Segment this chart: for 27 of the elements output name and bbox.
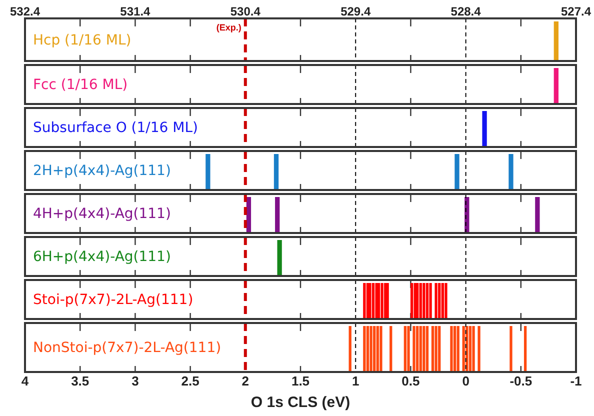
- x-tick-label: 3.5: [71, 373, 90, 388]
- x-tick-label: 531.4: [120, 4, 151, 19]
- ref-line-label: (Exp.): [216, 22, 242, 32]
- text: Subsurface O (1/16 ML): [33, 120, 198, 136]
- text: NonStoi-p(7x7)-2L-Ag(111): [33, 340, 222, 356]
- x-tick-label: 0.5: [402, 373, 420, 388]
- x-axis-title: O 1s CLS (eV): [250, 394, 350, 412]
- text: Fcc (1/16 ML): [33, 77, 128, 94]
- text: 6H+p(4x4)-Ag(111): [33, 249, 171, 266]
- x-tick-label: -0.5: [510, 373, 532, 388]
- x-tick-label: 532.4: [10, 4, 40, 19]
- x-tick-label: 530.4: [230, 4, 261, 19]
- x-tick-label: 3: [132, 373, 139, 388]
- text: Hcp (1/16 ML): [33, 32, 132, 48]
- x-tick-label: 0: [462, 373, 470, 388]
- x-tick-label: 527.4: [560, 4, 592, 19]
- text: Stoi-p(7x7)-2L-Ag(111): [33, 292, 194, 308]
- x-tick-label: 1.5: [291, 373, 310, 388]
- x-tick-label: 1: [352, 373, 360, 388]
- x-tick-label: 4: [21, 373, 30, 388]
- text: 2H+p(4x4)-Ag(111): [33, 163, 171, 180]
- x-tick-label: -1: [570, 373, 582, 388]
- text: 4H+p(4x4)-Ag(111): [33, 206, 171, 222]
- x-tick-label: 2.5: [181, 373, 200, 388]
- x-tick-label: 2: [242, 373, 250, 388]
- x-tick-label: 528.4: [450, 4, 482, 19]
- x-tick-label: 529.4: [340, 4, 371, 19]
